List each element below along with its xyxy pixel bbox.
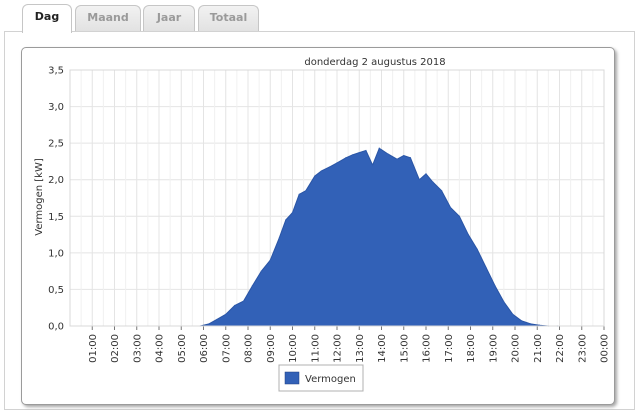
data-point <box>449 206 452 209</box>
x-tick-label: 00:00 <box>600 334 611 363</box>
x-tick-label: 04:00 <box>155 334 166 363</box>
chart-legend[interactable]: Vermogen <box>278 364 364 392</box>
x-tick-label: 03:00 <box>132 334 143 363</box>
y-tick-label: 2,5 <box>48 139 64 150</box>
data-point <box>432 181 434 183</box>
x-tick-label: 05:00 <box>177 334 188 363</box>
x-tick-label: 10:00 <box>288 334 299 363</box>
x-tick-label: 08:00 <box>244 334 255 363</box>
data-point <box>409 157 412 159</box>
chart-title: donderdag 2 augustus 2018 <box>304 57 445 68</box>
x-tick-label: 06:00 <box>199 334 210 363</box>
data-point <box>320 170 323 172</box>
y-tick-label: 1,5 <box>48 212 64 223</box>
series-area-layer <box>199 147 558 327</box>
data-point <box>396 158 398 160</box>
tab-bar: Dag Maand Jaar Totaal <box>0 0 640 33</box>
x-tick-label: 16:00 <box>422 334 433 363</box>
data-point <box>485 266 487 269</box>
y-tick-label: 2,0 <box>48 175 64 186</box>
data-point <box>476 248 478 250</box>
y-tick-label: 3,0 <box>48 102 64 113</box>
data-point <box>458 215 460 217</box>
data-point <box>425 173 427 175</box>
x-tick-label: 02:00 <box>110 334 121 363</box>
x-tick-label: 07:00 <box>221 334 232 363</box>
data-point <box>225 313 227 315</box>
data-point <box>305 190 307 192</box>
data-point <box>208 323 210 325</box>
x-tick-label: 15:00 <box>399 334 410 363</box>
tab-dag[interactable]: Dag <box>22 4 72 33</box>
tab-maand[interactable]: Maand <box>75 5 141 31</box>
data-point <box>345 157 347 159</box>
data-point <box>503 301 505 303</box>
data-point <box>365 149 367 152</box>
data-point <box>269 259 271 261</box>
x-tick-label: 19:00 <box>488 334 499 363</box>
x-tick-label: 22:00 <box>555 334 566 363</box>
data-point <box>358 152 360 154</box>
data-point <box>378 147 380 149</box>
tab-totaal[interactable]: Totaal <box>198 5 259 31</box>
data-point <box>336 162 338 164</box>
data-point <box>278 237 280 239</box>
y-tick-label: 0,5 <box>48 285 64 296</box>
data-point <box>521 320 523 322</box>
y-tick-label: 1,0 <box>48 248 64 259</box>
data-point <box>387 153 389 155</box>
data-point <box>329 165 331 168</box>
data-point <box>351 154 354 156</box>
data-point <box>234 304 236 307</box>
data-point <box>403 154 405 157</box>
y-axis-label: Vermogen [kW] <box>34 158 45 236</box>
chart-axes: 0,0 0,5 1,0 1,5 2,0 2,5 3,0 3,5 01:00 02:00 03:00 0… <box>48 66 610 363</box>
data-point <box>242 300 245 302</box>
data-point <box>512 313 514 315</box>
x-tick-label: 23:00 <box>577 334 588 363</box>
legend-label-vermogen: Vermogen <box>305 374 356 385</box>
x-tick-label: 21:00 <box>533 334 544 363</box>
data-point <box>216 318 218 321</box>
y-tick-label: 3,5 <box>48 66 64 77</box>
x-tick-label: 13:00 <box>355 334 366 363</box>
data-point <box>291 212 294 214</box>
legend-swatch <box>284 371 300 385</box>
x-tick-label: 18:00 <box>466 334 477 363</box>
y-tick-label: 0,0 <box>48 322 64 333</box>
data-point <box>467 233 469 236</box>
data-point <box>418 179 420 181</box>
data-point <box>372 164 374 166</box>
x-tick-label: 17:00 <box>444 334 455 363</box>
data-point <box>260 270 262 272</box>
plot-border <box>69 69 605 327</box>
data-point <box>298 193 300 195</box>
x-tick-label: 12:00 <box>333 334 344 363</box>
data-point <box>285 219 287 221</box>
x-tick-label: 11:00 <box>310 334 321 363</box>
tab-jaar[interactable]: Jaar <box>143 5 195 31</box>
x-tick-label: 01:00 <box>88 334 99 363</box>
data-point <box>440 190 443 192</box>
x-tick-label: 09:00 <box>266 334 277 363</box>
x-tick-label: 20:00 <box>511 334 522 363</box>
series-area-vermogen <box>200 147 558 327</box>
data-point <box>314 175 316 177</box>
data-point <box>529 323 532 325</box>
data-point <box>251 285 254 287</box>
x-tick-label: 14:00 <box>377 334 388 363</box>
data-point <box>494 285 496 287</box>
